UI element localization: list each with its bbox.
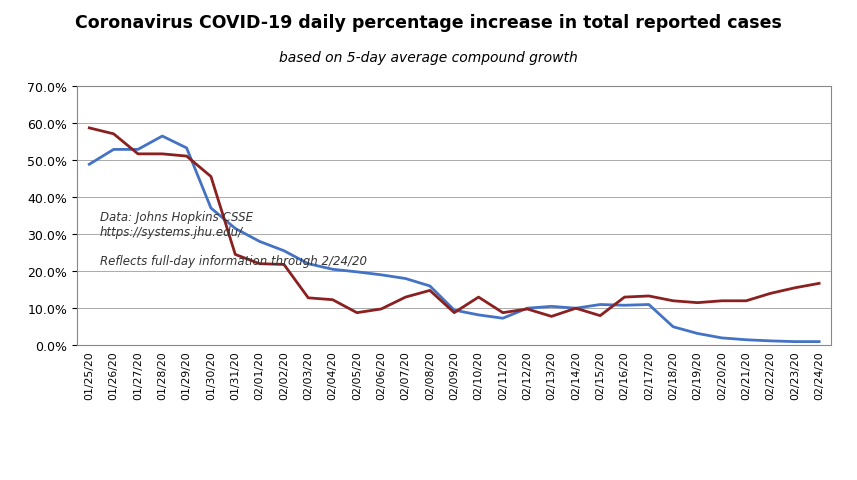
Mainland China [376, 272, 387, 278]
Text: based on 5-day average compound growth: based on 5-day average compound growth [279, 50, 578, 64]
Mainland China [449, 308, 459, 313]
Line: Mainland China: Mainland China [89, 137, 819, 342]
Other Locations [449, 310, 459, 316]
Other Locations [789, 285, 800, 291]
Other Locations [595, 313, 605, 319]
Mainland China [547, 304, 557, 310]
Other Locations [692, 300, 703, 306]
Other Locations [644, 293, 654, 299]
Mainland China [206, 206, 216, 212]
Text: Data: Johns Hopkins CSSE
https://systems.jhu.edu/: Data: Johns Hopkins CSSE https://systems… [99, 211, 253, 239]
Mainland China [741, 337, 752, 343]
Mainland China [595, 302, 605, 308]
Other Locations [400, 295, 411, 300]
Other Locations [279, 262, 289, 268]
Mainland China [498, 316, 508, 322]
Other Locations [303, 295, 314, 301]
Mainland China [400, 276, 411, 282]
Other Locations [425, 288, 435, 294]
Other Locations [206, 174, 216, 180]
Mainland China [351, 269, 362, 275]
Mainland China [789, 339, 800, 345]
Mainland China [84, 162, 94, 168]
Other Locations [231, 252, 241, 258]
Mainland China [327, 267, 338, 273]
Other Locations [473, 295, 483, 300]
Other Locations [255, 261, 265, 267]
Text: Coronavirus COVID-19 daily percentage increase in total reported cases: Coronavirus COVID-19 daily percentage in… [75, 14, 782, 32]
Mainland China [668, 324, 678, 330]
Text: Reflects full-day information through 2/24/20: Reflects full-day information through 2/… [99, 255, 367, 268]
Other Locations [668, 298, 678, 304]
Other Locations [327, 297, 338, 303]
Other Locations [84, 126, 94, 132]
Mainland China [473, 312, 483, 318]
Mainland China [255, 239, 265, 245]
Other Locations [547, 314, 557, 320]
Other Locations [814, 281, 824, 287]
Other Locations [716, 298, 727, 304]
Mainland China [620, 303, 630, 309]
Mainland China [571, 306, 581, 312]
Other Locations [351, 310, 362, 316]
Other Locations [620, 295, 630, 300]
Other Locations [765, 291, 776, 297]
Mainland China [303, 261, 314, 267]
Mainland China [814, 339, 824, 345]
Other Locations [522, 306, 532, 312]
Other Locations [157, 152, 167, 157]
Other Locations [182, 154, 192, 160]
Other Locations [109, 132, 119, 137]
Mainland China [716, 336, 727, 341]
Mainland China [644, 302, 654, 308]
Other Locations [498, 310, 508, 316]
Mainland China [109, 147, 119, 153]
Mainland China [182, 146, 192, 152]
Mainland China [231, 226, 241, 232]
Other Locations [741, 298, 752, 304]
Mainland China [522, 306, 532, 312]
Mainland China [425, 284, 435, 289]
Mainland China [157, 134, 167, 140]
Mainland China [765, 338, 776, 344]
Mainland China [133, 147, 143, 153]
Other Locations [376, 306, 387, 312]
Line: Other Locations: Other Locations [89, 129, 819, 317]
Other Locations [133, 152, 143, 157]
Mainland China [279, 248, 289, 254]
Mainland China [692, 331, 703, 336]
Other Locations [571, 306, 581, 312]
